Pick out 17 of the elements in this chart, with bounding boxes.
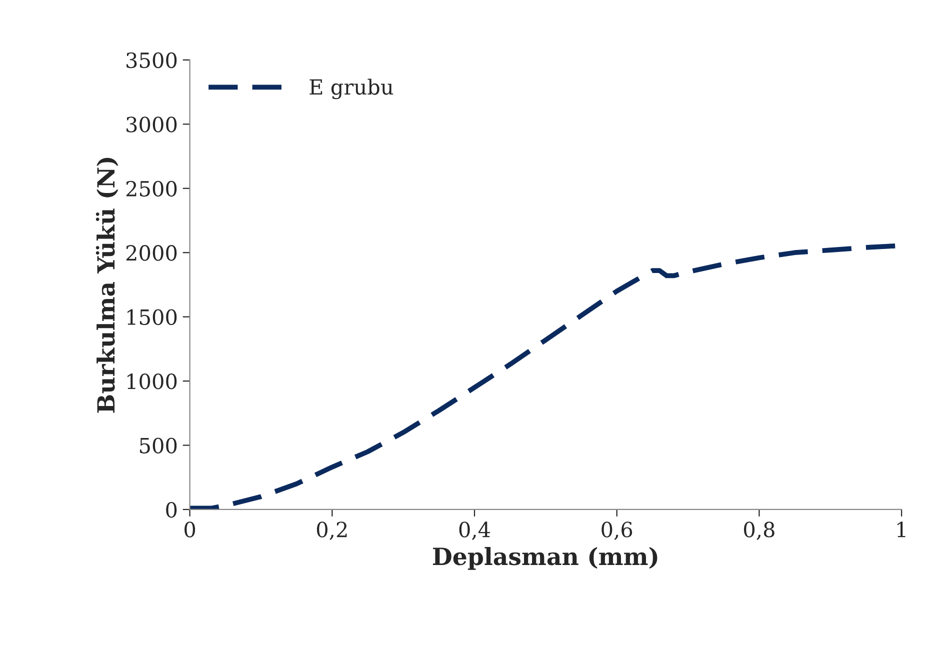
x-tick-label: 0,2 [316,522,347,540]
y-axis-title: Burkulma Yükü (N) [96,158,118,413]
y-tick-label: 0 [166,502,177,518]
y-tick-label: 3500 [126,52,177,68]
y-tick-label: 3000 [126,116,177,132]
x-tick-label: 0,8 [744,522,774,540]
x-tick-label: 1 [897,522,906,538]
x-tick-label: 0 [184,522,196,538]
x-axis-title: Deplasman (mm) [433,547,658,570]
y-tick-label: 1500 [128,309,177,326]
y-tick-label: 500 [140,438,177,454]
x-tick-label: 0,4 [459,522,490,540]
legend-label: E grubu [310,78,394,100]
y-tick-label: 2500 [126,180,177,197]
y-tick-label: 2000 [126,245,177,261]
x-tick-label: 0,6 [602,522,632,540]
y-tick-label: 1000 [128,374,177,390]
